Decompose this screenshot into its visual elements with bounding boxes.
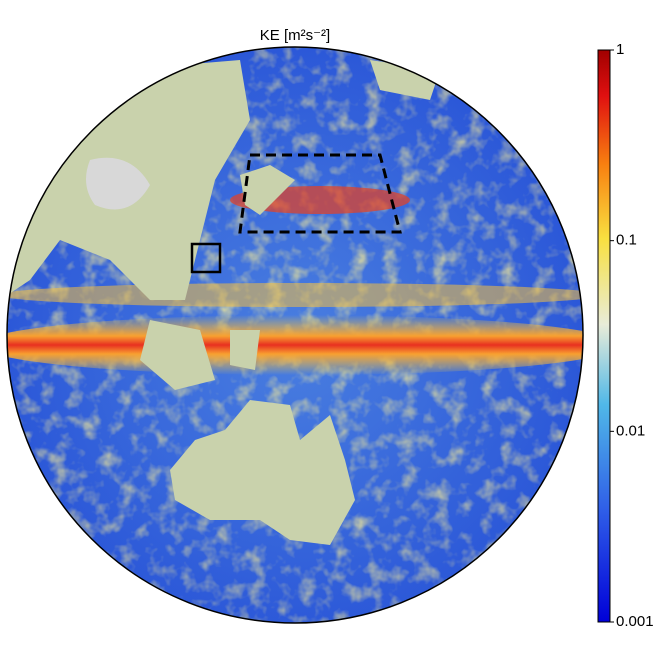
land-plateau [86,157,150,210]
equatorial-band [7,315,583,375]
colorbar [597,49,611,623]
region-box [190,242,222,274]
globe [7,47,583,623]
colorbar-tick-label: 0.01 [616,422,645,439]
land-islands [140,320,260,390]
land-australia [170,400,355,545]
colorbar-tick-label: 1 [616,41,624,58]
globe-outline [6,46,584,624]
colorbar-tick-label: 0.001 [616,613,654,630]
counter-current [7,283,583,307]
dashed-region-box [238,153,402,234]
colorbar-tick-label: 0.1 [616,232,637,249]
colorbar-ramp [597,49,611,623]
map-title: KE [m²s⁻²] [260,27,330,44]
